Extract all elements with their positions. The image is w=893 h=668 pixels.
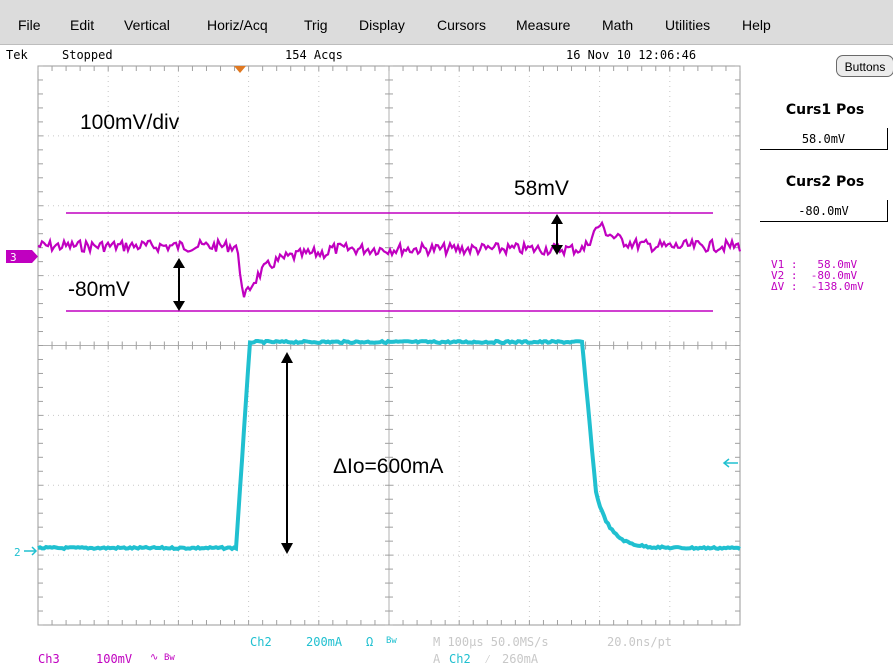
trigger-position-icon[interactable] <box>234 66 246 73</box>
datetime: 16 Nov 10 12:06:46 <box>566 48 697 62</box>
ch3-name[interactable]: Ch3 <box>38 652 60 666</box>
ch3-waveform <box>37 220 742 298</box>
delta-v-readout: ΔV : -138.0mV <box>771 280 864 293</box>
v1-readout: V1 : 58.0mV <box>771 258 858 271</box>
trigger-source-label: A <box>433 652 441 666</box>
menu-help[interactable]: Help <box>742 17 771 33</box>
trigger-slope-icon: ⁄ <box>484 652 492 666</box>
curs1-value-field[interactable]: 58.0mV <box>760 128 888 150</box>
undershoot-arrow-icon <box>173 258 185 311</box>
overshoot-annotation: 58mV <box>514 177 569 200</box>
ch2-name[interactable]: Ch2 <box>250 635 272 649</box>
menu-trig[interactable]: Trig <box>304 17 328 33</box>
ch3-coupling-icon: ∿ <box>150 652 159 663</box>
graticule <box>37 65 741 626</box>
current-step-annotation: ΔIo=600mA <box>333 455 444 478</box>
ch2-waveform <box>37 338 741 552</box>
ch2-ohm: Ω <box>366 635 374 649</box>
ch3-marker-label: 3 <box>10 251 17 264</box>
curs2-label: Curs2 Pos <box>785 174 865 190</box>
menu-utilities[interactable]: Utilities <box>665 17 711 33</box>
trigger-level: 260mA <box>502 652 539 666</box>
trigger-level-icon[interactable] <box>722 458 738 468</box>
brand-label: Tek <box>6 48 28 62</box>
menu-bar: File Edit Vertical Horiz/Acq Trig Displa… <box>0 0 893 45</box>
ch2-marker-label: 2 <box>14 546 21 559</box>
ch2-scale[interactable]: 200mA <box>306 635 343 649</box>
scale-annotation: 100mV/div <box>80 111 180 134</box>
ch2-bw: Bw <box>386 636 397 646</box>
undershoot-annotation: -80mV <box>68 278 130 301</box>
current-step-arrow-icon <box>281 352 293 554</box>
trigger-channel[interactable]: Ch2 <box>449 652 471 666</box>
menu-cursors[interactable]: Cursors <box>437 17 487 33</box>
sample-interval: 20.0ns/pt <box>607 635 673 649</box>
ch3-bw: Bw <box>164 653 175 663</box>
menu-display[interactable]: Display <box>359 17 405 33</box>
menu-math[interactable]: Math <box>602 17 634 33</box>
buttons-button[interactable]: Buttons <box>836 55 893 77</box>
v2-readout: V2 : -80.0mV <box>771 269 858 282</box>
acq-count: 154 Acqs <box>285 48 343 62</box>
menu-horiz-acq[interactable]: Horiz/Acq <box>207 17 268 33</box>
overshoot-arrow-icon <box>551 214 563 255</box>
ch2-marker-icon[interactable] <box>24 546 38 556</box>
acq-state: Stopped <box>62 48 113 62</box>
menu-file[interactable]: File <box>18 17 41 33</box>
ch3-scale[interactable]: 100mV <box>96 652 133 666</box>
horizontal-readout[interactable]: M 100µs 50.0MS/s <box>433 635 549 649</box>
curs1-label: Curs1 Pos <box>785 102 865 118</box>
ch3-marker-icon[interactable] <box>6 250 38 263</box>
menu-vertical[interactable]: Vertical <box>124 17 170 33</box>
menu-edit[interactable]: Edit <box>70 17 95 33</box>
menu-measure[interactable]: Measure <box>516 17 571 33</box>
curs2-value-field[interactable]: -80.0mV <box>760 200 888 222</box>
